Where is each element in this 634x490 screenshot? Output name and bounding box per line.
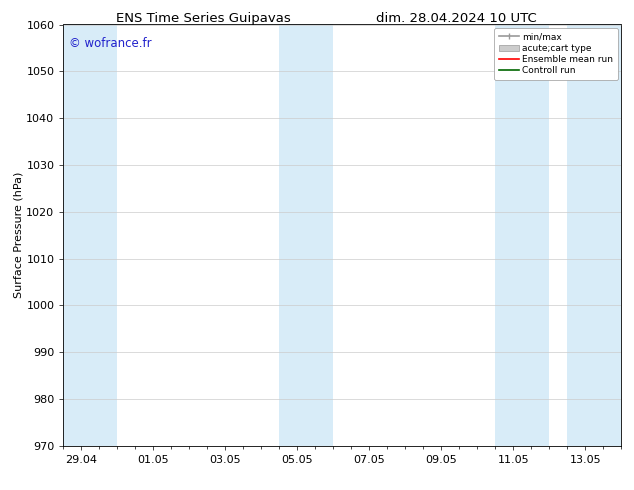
Y-axis label: Surface Pressure (hPa): Surface Pressure (hPa)	[13, 172, 23, 298]
Bar	[567, 24, 621, 446]
Text: © wofrance.fr: © wofrance.fr	[69, 37, 152, 50]
Bar	[495, 24, 549, 446]
Text: ENS Time Series Guipavas: ENS Time Series Guipavas	[115, 12, 290, 25]
Text: dim. 28.04.2024 10 UTC: dim. 28.04.2024 10 UTC	[376, 12, 537, 25]
Legend: min/max, acute;cart type, Ensemble mean run, Controll run: min/max, acute;cart type, Ensemble mean …	[495, 28, 618, 80]
Bar	[280, 24, 333, 446]
Bar	[63, 24, 117, 446]
